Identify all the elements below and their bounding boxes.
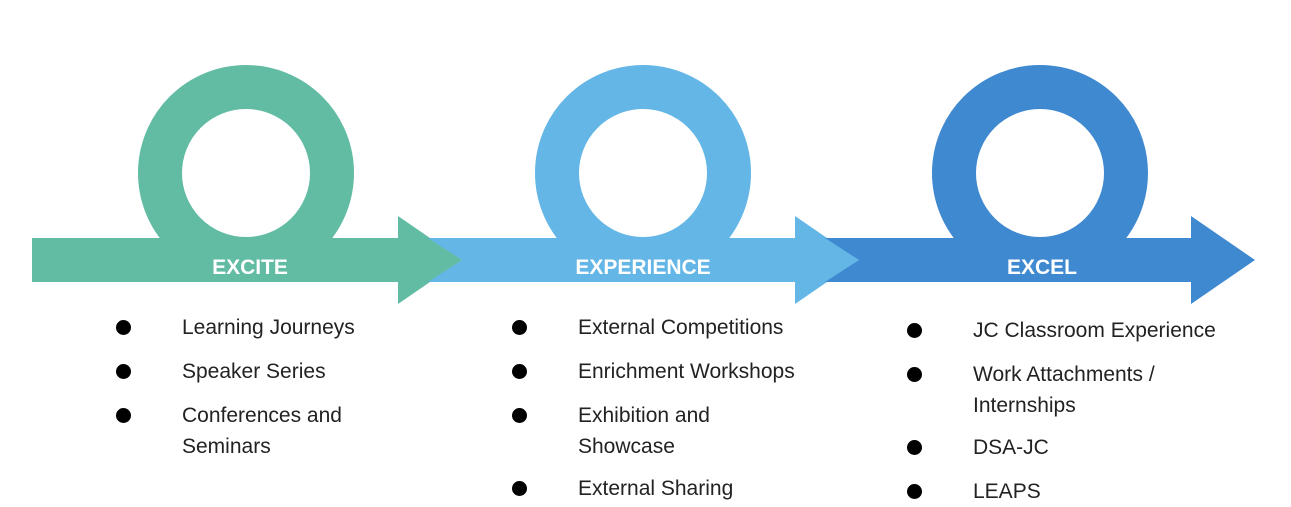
- list-item: Enrichment Workshops: [512, 356, 848, 400]
- bullet-icon: [512, 320, 527, 335]
- bullet-icon: [907, 484, 922, 499]
- stage-experience: EXPERIENCE: [428, 65, 859, 304]
- list-item: Conferences and Seminars: [116, 400, 412, 462]
- experience-ring: [535, 65, 751, 281]
- bullet-icon: [116, 408, 131, 423]
- excel-arrow: [825, 216, 1255, 304]
- bullet-icon: [512, 364, 527, 379]
- list-item: JC Classroom Experience: [907, 315, 1273, 359]
- bullet-icon: [907, 440, 922, 455]
- bullet-icon: [116, 364, 131, 379]
- experience-activity-list: External Competitions Enrichment Worksho…: [512, 312, 848, 504]
- excite-label: EXCITE: [212, 256, 288, 279]
- stage-excel: EXCEL: [825, 65, 1255, 304]
- bullet-icon: [907, 367, 922, 382]
- bullet-icon: [512, 408, 527, 423]
- excite-activity-list: Learning Journeys Speaker Series Confere…: [116, 312, 412, 462]
- bullet-icon: [116, 320, 131, 335]
- list-item: Speaker Series: [116, 356, 412, 400]
- list-item: DSA-JC: [907, 432, 1273, 476]
- experience-arrow: [428, 216, 859, 304]
- list-item: External Competitions: [512, 312, 848, 356]
- stage-excite: EXCITE: [32, 65, 462, 304]
- list-item: LEAPS: [907, 476, 1273, 507]
- bullet-icon: [512, 481, 527, 496]
- excite-ring: [138, 65, 354, 281]
- excel-label: EXCEL: [1007, 256, 1077, 279]
- excel-ring: [932, 65, 1148, 281]
- list-item: Learning Journeys: [116, 312, 412, 356]
- list-item: Exhibition and Showcase: [512, 400, 848, 473]
- list-item: External Sharing: [512, 473, 848, 504]
- list-item: Work Attachments / Internships: [907, 359, 1273, 432]
- bullet-icon: [907, 323, 922, 338]
- excite-arrow: [32, 216, 462, 304]
- excel-activity-list: JC Classroom Experience Work Attachments…: [907, 315, 1273, 507]
- experience-label: EXPERIENCE: [575, 256, 710, 279]
